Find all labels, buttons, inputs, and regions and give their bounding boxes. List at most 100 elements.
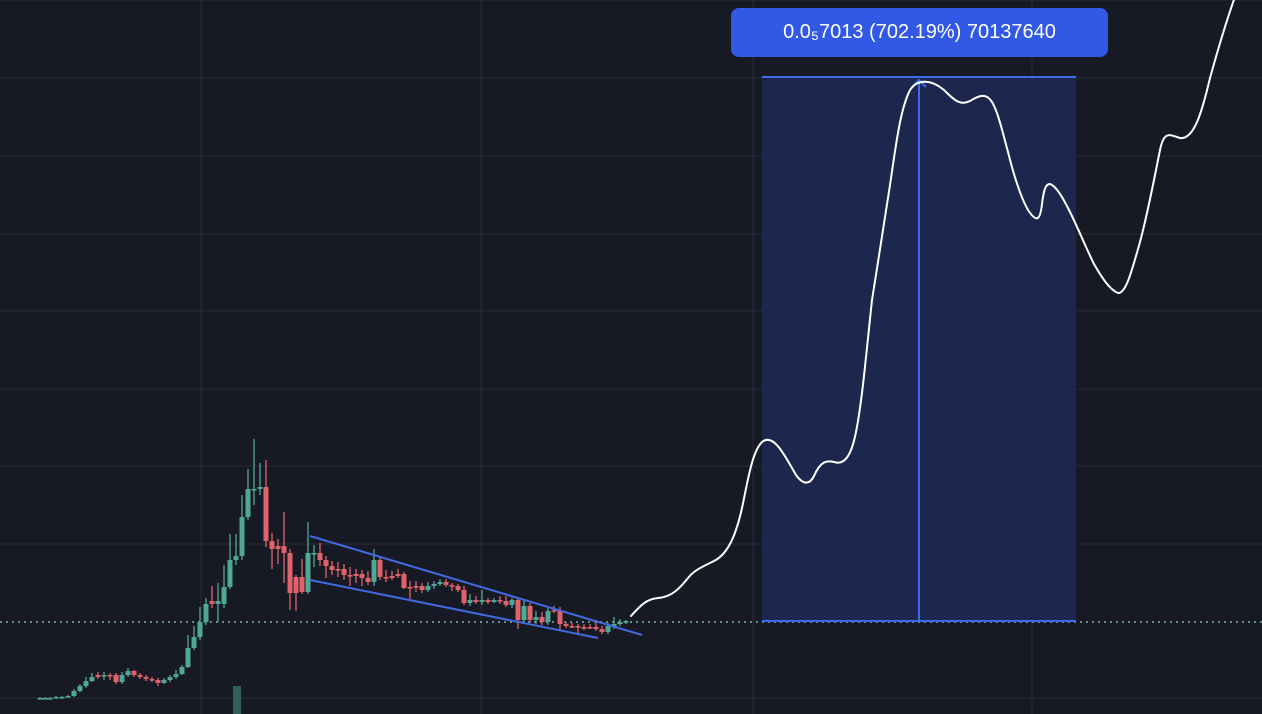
candle-body: [239, 517, 245, 556]
candle: [359, 570, 365, 586]
candle-body: [581, 627, 587, 629]
candle-body: [401, 574, 407, 588]
candle-body: [311, 553, 317, 555]
candle: [545, 608, 551, 625]
candle-body: [341, 569, 347, 575]
candle: [149, 677, 155, 682]
candle-body: [491, 600, 497, 602]
candle: [419, 583, 425, 593]
candle-body: [323, 560, 329, 566]
candle-body: [593, 627, 599, 629]
candle: [413, 581, 419, 592]
candle: [245, 469, 251, 520]
candle: [131, 670, 137, 677]
falling-wedge-lower-line[interactable]: [309, 579, 599, 639]
candle: [575, 624, 581, 634]
candle-body: [431, 584, 437, 586]
candle-body: [179, 667, 185, 674]
candle-body: [77, 686, 83, 691]
candle-body: [389, 576, 395, 578]
candle-body: [53, 697, 59, 699]
candle-body: [83, 681, 89, 686]
candle: [467, 594, 473, 606]
candle-body: [503, 601, 509, 605]
candle: [347, 567, 353, 586]
candle: [167, 675, 173, 682]
candle: [263, 460, 269, 547]
candle-body: [407, 587, 413, 589]
candle: [197, 607, 203, 640]
candle: [95, 672, 101, 679]
candle-body: [59, 697, 65, 699]
candle: [89, 673, 95, 682]
candle: [53, 696, 59, 699]
candle: [101, 672, 107, 680]
candle: [257, 463, 263, 495]
candle-body: [251, 489, 257, 491]
candle: [65, 695, 71, 698]
candle-body: [71, 691, 77, 696]
candle-body: [509, 600, 515, 605]
candle-body: [353, 574, 359, 576]
candle-body: [191, 637, 197, 648]
candle: [527, 603, 533, 623]
candle: [389, 571, 395, 580]
candle: [221, 565, 227, 608]
candle-body: [269, 541, 275, 549]
candle: [479, 590, 485, 605]
candle-body: [155, 680, 161, 683]
candle: [107, 673, 113, 680]
candle: [71, 689, 77, 697]
candle: [587, 624, 593, 629]
candle-body: [149, 679, 155, 681]
candle-body: [419, 586, 425, 590]
candle: [77, 684, 83, 692]
candle-body: [317, 553, 323, 560]
candle: [623, 620, 629, 624]
candle: [173, 670, 179, 679]
candle-body: [479, 600, 485, 602]
candle-body: [37, 698, 43, 700]
candle-body: [209, 601, 215, 604]
projected-price-path[interactable]: [630, 0, 1236, 617]
candle-body: [221, 587, 227, 604]
candle: [269, 533, 275, 569]
candle-body: [329, 566, 335, 570]
candle-body: [275, 546, 281, 549]
candle-body: [569, 626, 575, 628]
candle-body: [437, 582, 443, 584]
candle-body: [299, 577, 305, 592]
candle-body: [335, 569, 341, 571]
candle: [293, 575, 299, 611]
candle: [191, 626, 197, 650]
candle: [425, 582, 431, 592]
candle-body: [263, 487, 269, 541]
candle: [155, 678, 161, 686]
candle: [42, 697, 48, 700]
candle-body: [281, 546, 287, 553]
candle-body: [425, 586, 431, 590]
candle: [599, 626, 605, 634]
candle: [119, 672, 125, 684]
price-change-label: 0.0₅7013 (702.19%) 70137640: [731, 8, 1108, 57]
candle-body: [605, 626, 611, 632]
candle: [305, 522, 311, 594]
candlesticks: [37, 439, 629, 700]
candle-body: [245, 489, 251, 517]
candle: [311, 545, 317, 567]
candle-body: [347, 575, 353, 577]
candle-body: [119, 675, 125, 682]
candle: [143, 675, 149, 681]
candle-body: [125, 671, 131, 675]
falling-wedge-upper-line[interactable]: [309, 535, 643, 636]
candle: [137, 673, 143, 679]
candle-body: [461, 590, 467, 603]
candle: [569, 623, 575, 628]
candle: [215, 583, 221, 622]
candle-body: [371, 560, 377, 582]
candle-body: [215, 601, 221, 604]
candle: [509, 598, 515, 608]
candle-body: [575, 626, 581, 628]
candle-body: [551, 610, 557, 612]
